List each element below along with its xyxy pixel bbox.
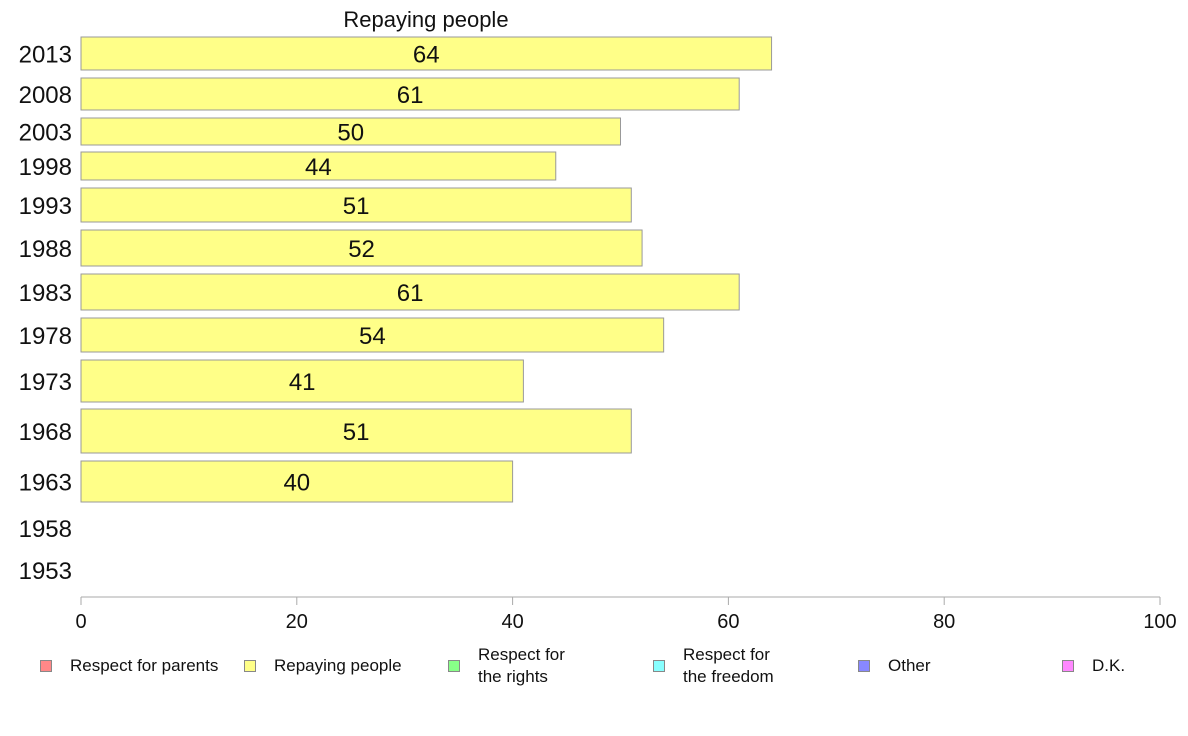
bar	[80, 273, 740, 311]
bar	[80, 460, 514, 503]
legend-swatch	[653, 660, 665, 672]
category-label: 1973	[19, 369, 72, 396]
legend-label: Respect for the freedom	[683, 645, 774, 686]
data-label: 44	[305, 154, 332, 181]
x-tick-label: 60	[717, 611, 739, 633]
data-label: 64	[413, 42, 440, 69]
data-label: 51	[343, 193, 370, 220]
bar	[80, 359, 524, 403]
bar	[80, 151, 557, 181]
data-label: 52	[348, 236, 375, 263]
legend-swatch	[448, 660, 460, 672]
legend-item-respect-for-the-rights: Respect for the rights	[448, 645, 565, 686]
data-label: 54	[359, 323, 386, 350]
chart-title: Repaying people	[343, 7, 508, 32]
data-label: 41	[289, 369, 316, 396]
legend-label: Repaying people	[274, 656, 402, 675]
category-label: 2013	[19, 42, 72, 69]
bar	[80, 77, 740, 111]
category-label: 1978	[19, 323, 72, 350]
data-label: 51	[343, 419, 370, 446]
x-tick-label: 0	[75, 611, 86, 633]
data-label: 61	[397, 82, 424, 109]
x-axis: 0 20 40 60 80 100	[75, 596, 1177, 633]
legend-swatch	[244, 660, 256, 672]
category-label: 2008	[19, 82, 72, 109]
category-label: 2003	[19, 120, 72, 147]
category-label: 1968	[19, 419, 72, 446]
data-label: 61	[397, 280, 424, 307]
category-label: 1953	[19, 558, 72, 585]
data-label: 40	[283, 470, 310, 497]
legend-label: D.K.	[1092, 656, 1126, 675]
category-label: 1983	[19, 280, 72, 307]
bar	[80, 117, 621, 146]
x-tick-label: 80	[933, 611, 955, 633]
x-tick-label: 100	[1143, 611, 1176, 633]
legend-swatch	[1062, 660, 1074, 672]
legend-item-dk: D.K.	[1062, 646, 1125, 686]
legend-label: Respect for parents	[70, 656, 219, 675]
legend-label: Other	[888, 656, 931, 675]
category-label: 1993	[19, 193, 72, 220]
legend-item-respect-for-the-freedom: Respect for the freedom	[653, 645, 774, 686]
category-label: 1988	[19, 236, 72, 263]
legend-swatch	[858, 660, 870, 672]
x-tick-label: 20	[286, 611, 308, 633]
bar	[80, 229, 643, 267]
category-label: 1958	[19, 516, 72, 543]
data-label: 50	[337, 120, 364, 147]
legend-label: Respect for the rights	[478, 645, 565, 686]
bar	[80, 36, 773, 71]
bar	[80, 408, 632, 454]
legend-item-repaying-people: Repaying people	[244, 646, 402, 686]
legend: Respect for parents Repaying people Resp…	[0, 645, 1188, 690]
bar	[80, 187, 632, 223]
legend-item-other: Other	[858, 646, 931, 686]
category-label: 1998	[19, 154, 72, 181]
legend-item-respect-for-parents: Respect for parents	[40, 646, 218, 686]
bar	[80, 317, 665, 353]
category-labels-group: 2013 2008 2003 1998 1993 1988 1983 1978 1973 1968…	[19, 42, 72, 586]
category-label: 1963	[19, 470, 72, 497]
x-tick-label: 40	[501, 611, 523, 633]
legend-swatch	[40, 660, 52, 672]
